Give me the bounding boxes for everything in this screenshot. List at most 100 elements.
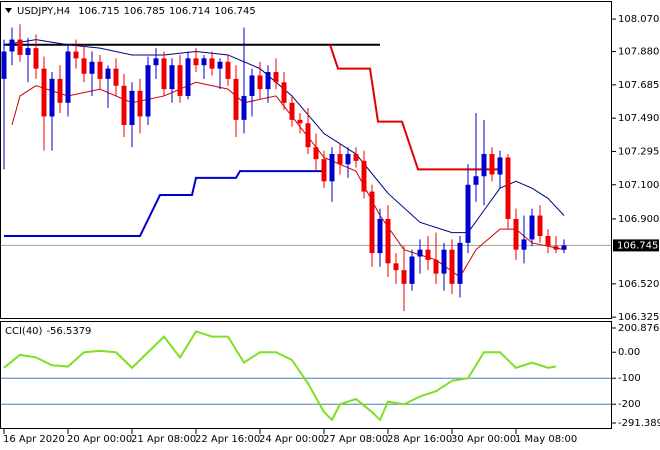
indicator-header: CCI(40) -56.5379 [5,326,91,337]
candle-body [73,51,79,59]
indicator-tick-label: -200 [618,399,641,410]
candle-body [489,154,495,175]
header-field: 106.714 [169,6,210,17]
indicator-panel [0,321,612,429]
candle-body [145,65,151,117]
candle-body [129,90,135,125]
main-panel [0,1,612,319]
candle-body [217,61,223,69]
candle-body [289,102,295,120]
candle-body [297,119,303,124]
candle-body [241,95,247,120]
candle-body [25,48,31,55]
candle-body [449,249,455,284]
header-field: USDJPY,H4 [17,6,70,17]
candle-body [153,58,159,66]
candle-body [465,184,471,243]
candle-body [105,68,111,79]
x-tick-label: 20 Apr 00:00 [67,434,132,445]
x-tick-label: 21 Apr 08:00 [131,434,196,445]
candle-body [33,48,39,69]
candle-body [473,176,479,185]
candle-body [321,159,327,182]
x-tick-label: 16 Apr 2020 [3,434,65,445]
y-tick-label: 108.070 [618,14,659,25]
y-tick-label: 107.685 [618,80,659,91]
candle-body [425,249,431,260]
candle-body [57,78,63,103]
y-tick-label: 107.880 [618,47,659,58]
candle-body [281,82,287,103]
candle-body [177,65,183,96]
y-tick-label: 106.325 [618,312,659,323]
candle-body [361,160,367,192]
candle-body [377,218,383,254]
candle-body [121,85,127,125]
candle-body [457,242,463,284]
candle-body [393,263,399,271]
candle-body [353,154,359,161]
candle-body [329,154,335,182]
price-box-label: 106.745 [617,240,658,251]
price-box [613,239,659,252]
candle-body [369,191,375,254]
candle-body [113,68,119,86]
candle-body [233,78,239,120]
candle-body [1,51,7,79]
candle-body [81,58,87,74]
header-field: 106.745 [214,6,255,17]
y-tick-label: 106.520 [618,279,659,290]
x-tick-label: 22 Apr 16:00 [195,434,260,445]
candle-body [97,61,103,79]
x-tick-label: 1 May 08:00 [515,434,577,445]
y-tick-label: 107.490 [618,113,659,124]
indicator-tick-label: -291.3894 [618,418,660,429]
candle-body [169,65,175,90]
x-tick-label: 30 Apr 00:00 [451,434,516,445]
indicator-tick-label: 200.8761 [618,323,660,334]
candle-body [553,246,559,250]
candle-body [49,78,55,117]
indicator-tick-label: -100 [618,373,641,384]
header-field: 106.715 [78,6,119,17]
indicator-line [329,44,498,171]
candle-body [401,270,407,284]
candle-body [537,215,543,237]
candle-body [497,157,503,175]
candle-body [249,75,255,96]
candle-body [441,249,447,274]
candle-body [561,245,567,250]
candle-body [417,249,423,257]
candle-body [433,259,439,274]
candle-body [345,154,351,165]
candle-body [137,90,143,117]
candle-body [385,218,391,264]
symbol-arrow [5,8,12,13]
candle-body [185,58,191,96]
candle-body [89,61,95,74]
candle-body [545,236,551,247]
candle-body [41,68,47,117]
candle-body [505,157,511,219]
main-plot [1,24,611,312]
candle-body [481,154,487,177]
candle-body [9,39,15,52]
y-tick-label: 107.295 [618,146,659,157]
candle-body [513,218,519,250]
candle-body [409,256,415,284]
candle-body [521,239,527,250]
header: USDJPY,H4 106.715 106.785 106.714 106.745 [17,6,256,17]
x-tick-label: 24 Apr 00:00 [259,434,324,445]
candle-body [65,51,71,103]
y-tick-label: 107.100 [618,180,659,191]
candle-body [201,58,207,66]
header-field: -56.5379 [46,326,91,337]
indicator-line [4,170,324,238]
candle-body [337,154,343,165]
header-field: 106.785 [124,6,165,17]
x-tick-label: 27 Apr 08:00 [323,434,388,445]
indicator-plot [1,330,611,422]
y-tick-label: 106.900 [618,214,659,225]
candle-body [529,215,535,240]
